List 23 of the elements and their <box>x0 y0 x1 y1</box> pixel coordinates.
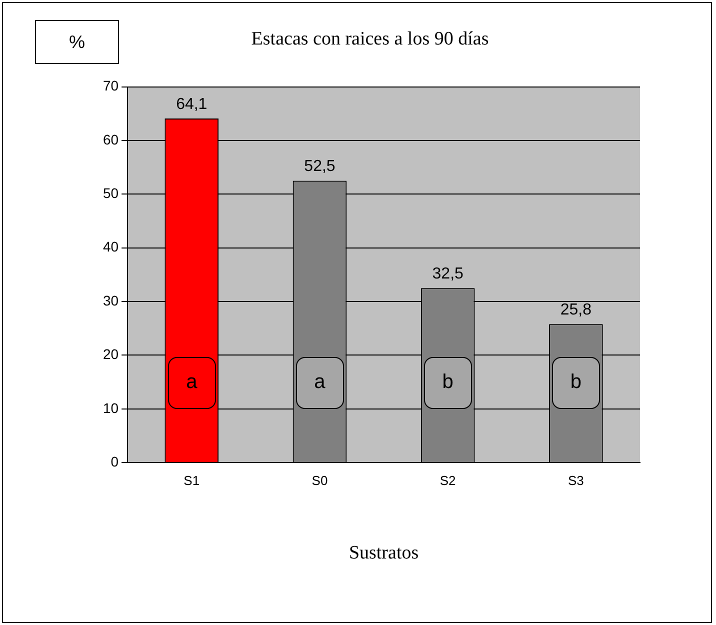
data-label: 25,8 <box>560 301 592 318</box>
x-tick-label: S0 <box>312 472 328 488</box>
y-tick-label: 0 <box>110 453 119 470</box>
y-axis-title: % <box>35 20 119 64</box>
y-tick-label: 40 <box>102 238 119 255</box>
y-tick-label: 50 <box>102 185 119 202</box>
y-tick-label: 20 <box>102 346 119 362</box>
chart-title: Estacas con raices a los 90 días <box>251 28 489 50</box>
x-tick-label: S1 <box>184 472 200 488</box>
annotation: a <box>168 356 216 409</box>
x-axis-title: Sustratos <box>348 542 419 564</box>
y-tick-label: 10 <box>102 400 119 416</box>
y-tick-label: 70 <box>102 78 119 94</box>
x-tick-label: S3 <box>568 472 584 488</box>
y-tick-label: 60 <box>102 131 119 148</box>
x-tick-label: S2 <box>440 472 456 488</box>
y-tick-label: 30 <box>102 292 119 308</box>
annotation: b <box>424 356 472 409</box>
annotation: a <box>296 356 344 409</box>
data-label: 52,5 <box>304 158 336 176</box>
data-label: 64,1 <box>176 96 208 113</box>
annotation: b <box>552 356 600 409</box>
data-label: 32,5 <box>432 266 464 283</box>
